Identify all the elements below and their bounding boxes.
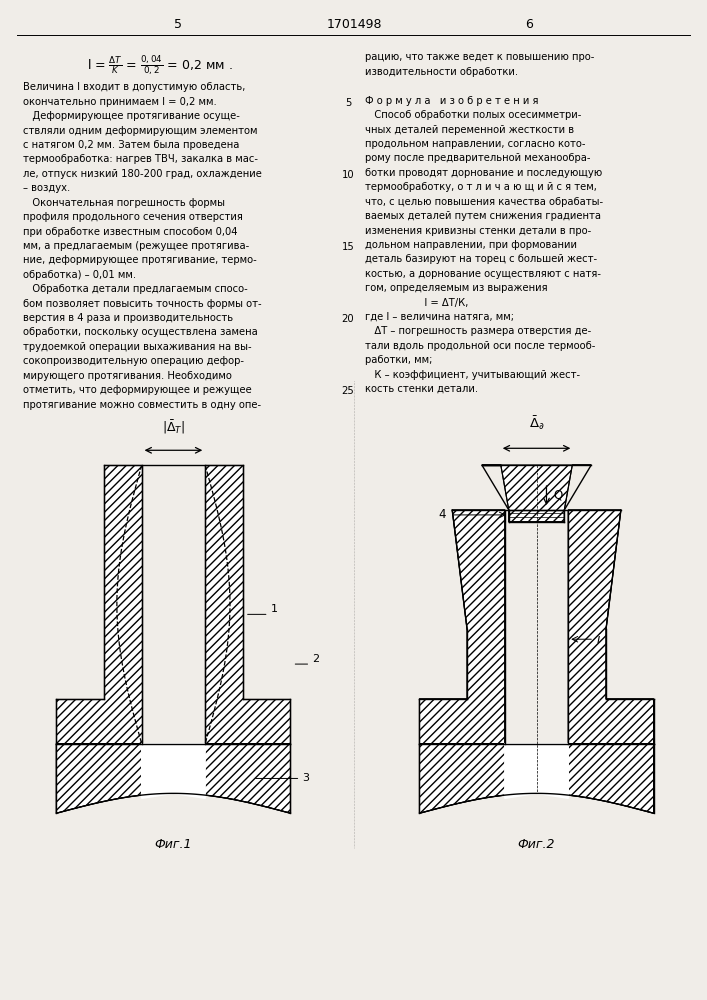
Polygon shape (205, 465, 291, 744)
Polygon shape (419, 744, 654, 813)
Text: l = ΔТ/К,: l = ΔТ/К, (365, 298, 468, 308)
Text: 3: 3 (303, 773, 310, 783)
Text: изменения кривизны стенки детали в про-: изменения кривизны стенки детали в про- (365, 226, 591, 236)
Text: мирующего протягивания. Необходимо: мирующего протягивания. Необходимо (23, 371, 231, 381)
Text: гом, определяемым из выражения: гом, определяемым из выражения (365, 283, 547, 293)
Text: 5: 5 (175, 18, 182, 31)
Text: $|\bar{\Delta}_T|$: $|\bar{\Delta}_T|$ (162, 419, 185, 436)
Text: 4: 4 (438, 508, 446, 521)
Text: трудоемкой операции выхаживания на вы-: трудоемкой операции выхаживания на вы- (23, 342, 251, 352)
Text: где l – величина натяга, мм;: где l – величина натяга, мм; (365, 312, 514, 322)
Text: Q: Q (554, 489, 563, 502)
Text: кость стенки детали.: кость стенки детали. (365, 384, 478, 394)
Polygon shape (419, 510, 505, 744)
Text: $\bar{\Delta}_\partial$: $\bar{\Delta}_\partial$ (529, 415, 544, 432)
Text: 25: 25 (341, 386, 354, 396)
Text: с натягом 0,2 мм. Затем была проведена: с натягом 0,2 мм. Затем была проведена (23, 140, 239, 150)
Text: ле, отпуск низкий 180-200 град, охлаждение: ле, отпуск низкий 180-200 град, охлажден… (23, 169, 262, 179)
Text: чных деталей переменной жесткости в: чных деталей переменной жесткости в (365, 125, 574, 135)
Text: 10: 10 (341, 170, 354, 180)
Text: ваемых деталей путем снижения градиента: ваемых деталей путем снижения градиента (365, 211, 601, 221)
Text: отметить, что деформирующее и режущее: отметить, что деформирующее и режущее (23, 385, 252, 395)
Text: 6: 6 (525, 18, 532, 31)
Text: при обработке известным способом 0,04: при обработке известным способом 0,04 (23, 227, 237, 237)
Text: Величина l входит в допустимую область,: Величина l входит в допустимую область, (23, 82, 245, 92)
Text: мм, а предлагаемым (режущее протягива-: мм, а предлагаемым (режущее протягива- (23, 241, 249, 251)
Text: 1701498: 1701498 (326, 18, 382, 31)
Text: окончательно принимаем l = 0,2 мм.: окончательно принимаем l = 0,2 мм. (23, 97, 216, 107)
Text: 20: 20 (341, 314, 354, 324)
Text: что, с целью повышения качества обрабаты-: что, с целью повышения качества обрабаты… (365, 197, 603, 207)
Text: продольном направлении, согласно кото-: продольном направлении, согласно кото- (365, 139, 585, 149)
Text: рацию, что также ведет к повышению про-: рацию, что также ведет к повышению про- (365, 52, 595, 62)
Text: 5: 5 (345, 98, 351, 108)
Text: 2: 2 (312, 654, 320, 664)
Text: рому после предварительной механообра-: рому после предварительной механообра- (365, 153, 590, 163)
Polygon shape (505, 744, 568, 798)
Text: ствляли одним деформирующим элементом: ствляли одним деформирующим элементом (23, 126, 257, 136)
Text: Способ обработки полых осесимметри-: Способ обработки полых осесимметри- (365, 110, 581, 120)
Text: обработки, поскольку осуществлена замена: обработки, поскольку осуществлена замена (23, 327, 257, 337)
Polygon shape (57, 465, 141, 744)
Text: костью, а дорнование осуществляют с натя-: костью, а дорнование осуществляют с натя… (365, 269, 601, 279)
Text: Деформирующее протягивание осуще-: Деформирующее протягивание осуще- (23, 111, 240, 121)
Text: верстия в 4 раза и производительность: верстия в 4 раза и производительность (23, 313, 233, 323)
Text: работки, мм;: работки, мм; (365, 355, 432, 365)
Text: Окончательная погрешность формы: Окончательная погрешность формы (23, 198, 225, 208)
Text: обработка) – 0,01 мм.: обработка) – 0,01 мм. (23, 270, 136, 280)
Text: 15: 15 (341, 242, 354, 252)
Polygon shape (141, 744, 205, 798)
Text: ΔТ – погрешность размера отверстия де-: ΔТ – погрешность размера отверстия де- (365, 326, 591, 336)
Text: Ф о р м у л а   и з о б р е т е н и я: Ф о р м у л а и з о б р е т е н и я (365, 96, 539, 106)
Text: термообработку, о т л и ч а ю щ и й с я тем,: термообработку, о т л и ч а ю щ и й с я … (365, 182, 597, 192)
Text: l = $\frac{\Delta T}{K}$ = $\frac{0,04}{0,2}$ = 0,2 мм .: l = $\frac{\Delta T}{K}$ = $\frac{0,04}{… (87, 54, 233, 78)
Text: К – коэффициент, учитывающий жест-: К – коэффициент, учитывающий жест- (365, 370, 580, 380)
Text: термообработка: нагрев ТВЧ, закалка в мас-: термообработка: нагрев ТВЧ, закалка в ма… (23, 154, 257, 164)
Text: i: i (596, 633, 600, 646)
Polygon shape (57, 744, 291, 813)
Polygon shape (482, 465, 591, 522)
Polygon shape (568, 510, 654, 744)
Text: Фиг.1: Фиг.1 (155, 838, 192, 851)
Text: Обработка детали предлагаемым спосо-: Обработка детали предлагаемым спосо- (23, 284, 247, 294)
Text: Фиг.2: Фиг.2 (518, 838, 555, 851)
Text: ние, деформирующее протягивание, термо-: ние, деформирующее протягивание, термо- (23, 255, 257, 265)
Text: – воздух.: – воздух. (23, 183, 70, 193)
Text: профиля продольного сечения отверстия: профиля продольного сечения отверстия (23, 212, 243, 222)
Text: протягивание можно совместить в одну опе-: протягивание можно совместить в одну опе… (23, 400, 261, 410)
Text: тали вдоль продольной оси после термооб-: тали вдоль продольной оси после термооб- (365, 341, 595, 351)
Text: дольном направлении, при формовании: дольном направлении, при формовании (365, 240, 577, 250)
Text: сокопроизводительную операцию дефор-: сокопроизводительную операцию дефор- (23, 356, 244, 366)
Text: изводительности обработки.: изводительности обработки. (365, 67, 518, 77)
Text: деталь базируют на торец с большей жест-: деталь базируют на торец с большей жест- (365, 254, 597, 264)
Text: 1: 1 (271, 604, 278, 614)
Text: ботки проводят дорнование и последующую: ботки проводят дорнование и последующую (365, 168, 602, 178)
Text: бом позволяет повысить точность формы от-: бом позволяет повысить точность формы от… (23, 299, 262, 309)
